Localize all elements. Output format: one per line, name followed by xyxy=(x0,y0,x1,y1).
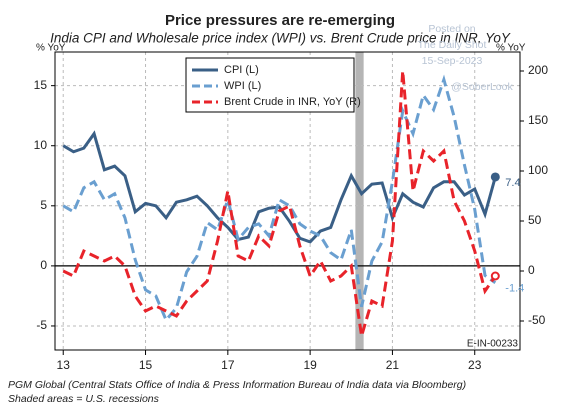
y2-tick-label: 0 xyxy=(528,263,535,277)
x-tick-label: 19 xyxy=(303,358,317,372)
x-tick-label: 17 xyxy=(221,358,235,372)
watermark-text: 15-Sep-2023 xyxy=(422,55,483,67)
end-marker xyxy=(490,172,500,182)
chart-subtitle: India CPI and Wholesale price index (WPI… xyxy=(50,31,511,46)
y2-tick-label: 150 xyxy=(528,113,548,127)
x-tick-label: 21 xyxy=(386,358,400,372)
y-tick-label: 5 xyxy=(40,198,47,212)
y-tick-label: 15 xyxy=(34,78,48,92)
x-tick-label: 15 xyxy=(139,358,153,372)
end-label: -1.4 xyxy=(505,283,524,295)
legend-label: WPI (L) xyxy=(224,80,261,92)
legend-label: CPI (L) xyxy=(224,64,259,76)
source: PGM Global (Central Stats Office of Indi… xyxy=(8,379,466,391)
x-tick-label: 13 xyxy=(57,358,71,372)
y2-tick-label: 50 xyxy=(528,213,542,227)
end-marker xyxy=(490,271,500,281)
y-tick-label: -5 xyxy=(36,318,47,332)
series-line xyxy=(62,74,497,323)
note: Shaded areas = U.S. recessions xyxy=(8,393,160,405)
y2-tick-label: 200 xyxy=(528,63,548,77)
y2-tick-label: -50 xyxy=(528,313,546,327)
legend: CPI (L) WPI (L) Brent Crude in INR, YoY (R… xyxy=(185,57,361,113)
plot-frame xyxy=(54,51,521,351)
y-axis-label: % YoY xyxy=(36,43,66,54)
y2-axis-label: % YoY xyxy=(496,43,526,54)
series-line xyxy=(62,70,497,337)
watermark-text: @SoberLook xyxy=(451,81,513,93)
recession-shade xyxy=(355,52,364,350)
legend-box xyxy=(185,57,355,113)
y-tick-label: 10 xyxy=(34,138,48,152)
y-tick-label: 0 xyxy=(40,258,47,272)
watermark: Posted on The Daily Shot 15-Sep-2023 @Sober… xyxy=(418,23,514,93)
chart-title: Price pressures are re-emerging xyxy=(165,12,395,29)
y2-tick-label: 100 xyxy=(528,163,548,177)
end-label: 7.4 xyxy=(505,177,520,189)
chart-code: E-IN-00233 xyxy=(467,339,519,350)
watermark-text: Posted on xyxy=(428,23,475,35)
legend-label: Brent Crude in INR, YoY (R) xyxy=(224,96,361,108)
series-line xyxy=(62,130,497,244)
watermark-text: The Daily Shot xyxy=(418,39,487,51)
x-tick-label: 23 xyxy=(468,358,482,372)
